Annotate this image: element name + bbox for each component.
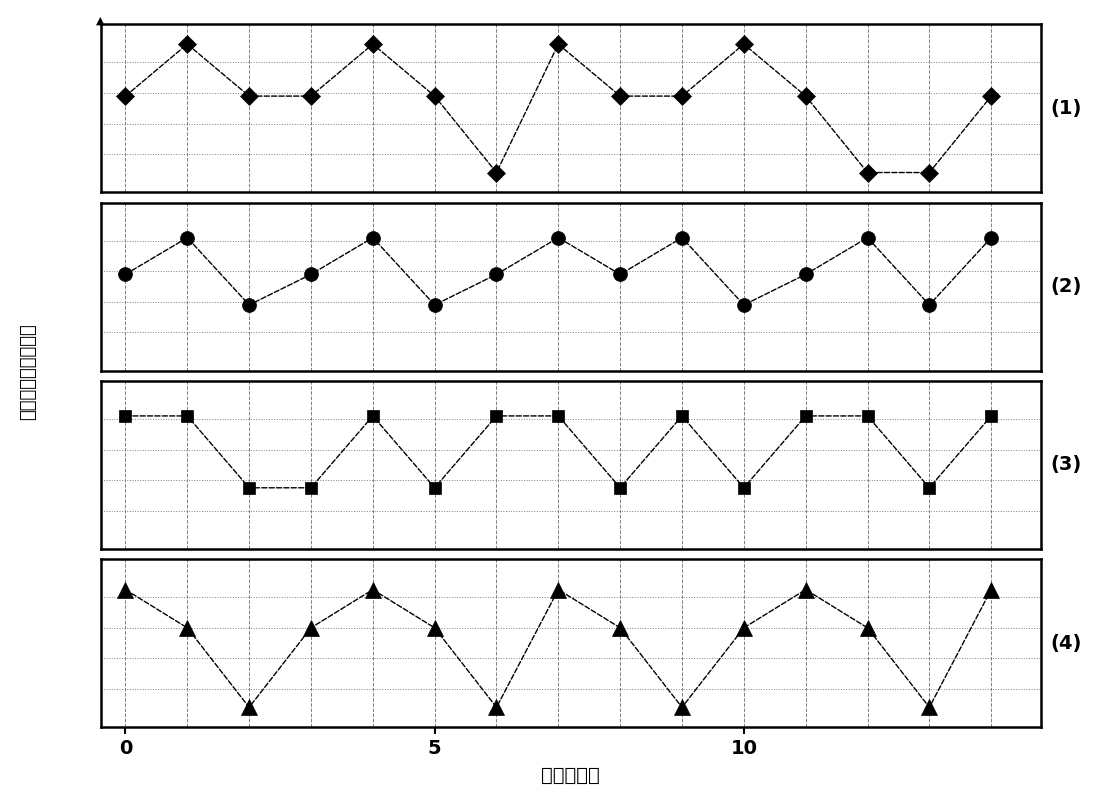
Text: (2): (2) (1050, 277, 1081, 296)
Text: (1): (1) (1050, 99, 1081, 118)
Text: (4): (4) (1050, 633, 1081, 653)
Text: (3): (3) (1050, 456, 1081, 474)
Text: ▲: ▲ (96, 15, 105, 25)
Text: 输入灰度（归一化）: 输入灰度（归一化） (19, 323, 37, 420)
X-axis label: 时间（帧）: 时间（帧） (542, 766, 600, 785)
